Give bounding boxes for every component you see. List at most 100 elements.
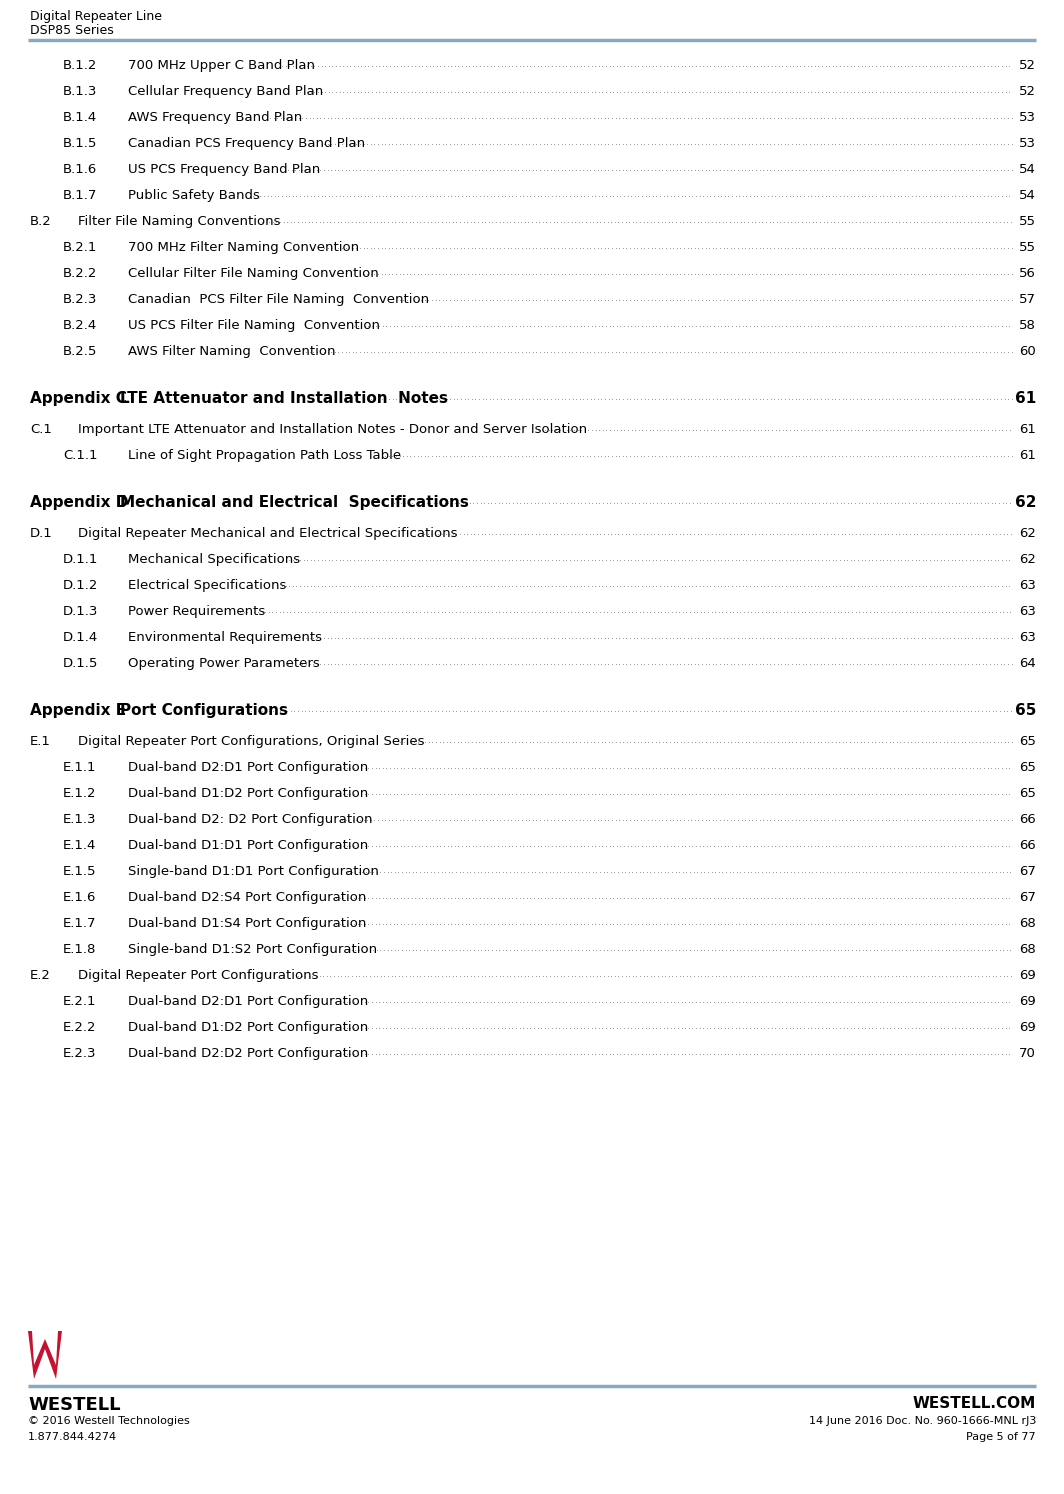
Text: Electrical Specifications: Electrical Specifications <box>128 580 286 593</box>
Text: 1.877.844.4274: 1.877.844.4274 <box>28 1433 117 1442</box>
Text: B.2.4: B.2.4 <box>63 320 97 332</box>
Polygon shape <box>28 1331 62 1379</box>
Text: E.1.5: E.1.5 <box>63 865 97 878</box>
Text: 62: 62 <box>1014 496 1036 511</box>
Text: Single-band D1:S2 Port Configuration: Single-band D1:S2 Port Configuration <box>128 943 377 956</box>
Text: E.1.6: E.1.6 <box>63 892 97 904</box>
Text: Dual-band D1:D2 Port Configuration: Dual-band D1:D2 Port Configuration <box>128 1022 368 1034</box>
Text: Dual-band D2:D1 Port Configuration: Dual-band D2:D1 Port Configuration <box>128 995 368 1008</box>
Text: Page 5 of 77: Page 5 of 77 <box>966 1433 1036 1442</box>
Text: US PCS Frequency Band Plan: US PCS Frequency Band Plan <box>128 163 320 176</box>
Text: 61: 61 <box>1015 391 1036 406</box>
Text: 52: 52 <box>1019 60 1036 72</box>
Text: 53: 53 <box>1019 112 1036 124</box>
Text: B.1.4: B.1.4 <box>63 112 97 124</box>
Text: 70: 70 <box>1019 1047 1036 1061</box>
Text: WESTELL: WESTELL <box>28 1395 120 1413</box>
Text: E.1.3: E.1.3 <box>63 813 97 826</box>
Text: 60: 60 <box>1019 345 1036 359</box>
Text: B.2.5: B.2.5 <box>63 345 98 359</box>
Text: B.2.2: B.2.2 <box>63 267 98 281</box>
Text: Port Configurations: Port Configurations <box>120 704 288 719</box>
Text: Digital Repeater Line: Digital Repeater Line <box>30 10 162 22</box>
Text: D.1.5: D.1.5 <box>63 657 98 671</box>
Text: D.1.1: D.1.1 <box>63 553 98 566</box>
Text: 69: 69 <box>1019 970 1036 983</box>
Text: 62: 62 <box>1019 553 1036 566</box>
Text: 68: 68 <box>1019 943 1036 956</box>
Text: E.1.1: E.1.1 <box>63 762 97 774</box>
Text: 64: 64 <box>1019 657 1036 671</box>
Text: 63: 63 <box>1019 580 1036 593</box>
Text: 57: 57 <box>1019 293 1036 306</box>
Text: E.2.1: E.2.1 <box>63 995 97 1008</box>
Text: E.1.2: E.1.2 <box>63 787 97 801</box>
Text: 65: 65 <box>1019 735 1036 748</box>
Text: B.1.5: B.1.5 <box>63 137 98 151</box>
Text: Dual-band D1:S4 Port Configuration: Dual-band D1:S4 Port Configuration <box>128 917 366 931</box>
Text: Environmental Requirements: Environmental Requirements <box>128 632 322 644</box>
Text: Dual-band D2:D2 Port Configuration: Dual-band D2:D2 Port Configuration <box>128 1047 368 1061</box>
Text: Dual-band D2: D2 Port Configuration: Dual-band D2: D2 Port Configuration <box>128 813 372 826</box>
Text: Canadian PCS Frequency Band Plan: Canadian PCS Frequency Band Plan <box>128 137 365 151</box>
Text: 53: 53 <box>1019 137 1036 151</box>
Text: LTE Attenuator and Installation  Notes: LTE Attenuator and Installation Notes <box>120 391 448 406</box>
Text: B.2.1: B.2.1 <box>63 242 98 254</box>
Text: 65: 65 <box>1019 787 1036 801</box>
Text: Digital Repeater Port Configurations: Digital Repeater Port Configurations <box>78 970 318 983</box>
Text: Appendix E: Appendix E <box>30 704 127 719</box>
Text: 63: 63 <box>1019 632 1036 644</box>
Text: 56: 56 <box>1019 267 1036 281</box>
Text: Operating Power Parameters: Operating Power Parameters <box>128 657 320 671</box>
Text: B.2.3: B.2.3 <box>63 293 98 306</box>
Text: Digital Repeater Port Configurations, Original Series: Digital Repeater Port Configurations, Or… <box>78 735 425 748</box>
Text: 54: 54 <box>1019 163 1036 176</box>
Text: B.1.6: B.1.6 <box>63 163 97 176</box>
Text: Public Safety Bands: Public Safety Bands <box>128 190 260 202</box>
Text: 69: 69 <box>1019 995 1036 1008</box>
Text: D.1.2: D.1.2 <box>63 580 98 593</box>
Text: 58: 58 <box>1019 320 1036 332</box>
Text: DSP85 Series: DSP85 Series <box>30 24 114 37</box>
Text: Single-band D1:D1 Port Configuration: Single-band D1:D1 Port Configuration <box>128 865 379 878</box>
Text: C.1: C.1 <box>30 423 52 436</box>
Text: 69: 69 <box>1019 1022 1036 1034</box>
Text: 63: 63 <box>1019 605 1036 619</box>
Text: US PCS Filter File Naming  Convention: US PCS Filter File Naming Convention <box>128 320 380 332</box>
Text: E.2: E.2 <box>30 970 51 983</box>
Text: D.1.3: D.1.3 <box>63 605 98 619</box>
Text: 65: 65 <box>1019 762 1036 774</box>
Text: C.1.1: C.1.1 <box>63 450 98 462</box>
Text: E.2.3: E.2.3 <box>63 1047 97 1061</box>
Text: 65: 65 <box>1015 704 1036 719</box>
Text: D.1: D.1 <box>30 527 53 541</box>
Text: Dual-band D2:S4 Port Configuration: Dual-band D2:S4 Port Configuration <box>128 892 366 904</box>
Text: Appendix C: Appendix C <box>30 391 127 406</box>
Text: B.1.2: B.1.2 <box>63 60 98 72</box>
Text: 61: 61 <box>1019 423 1036 436</box>
Text: AWS Frequency Band Plan: AWS Frequency Band Plan <box>128 112 302 124</box>
Text: WESTELL.COM: WESTELL.COM <box>913 1395 1036 1410</box>
Text: Dual-band D1:D1 Port Configuration: Dual-band D1:D1 Port Configuration <box>128 840 368 853</box>
Text: 67: 67 <box>1019 892 1036 904</box>
Text: Line of Sight Propagation Path Loss Table: Line of Sight Propagation Path Loss Tabl… <box>128 450 401 462</box>
Text: 61: 61 <box>1019 450 1036 462</box>
Text: © 2016 Westell Technologies: © 2016 Westell Technologies <box>28 1416 189 1425</box>
Text: 66: 66 <box>1019 840 1036 853</box>
Text: B.2: B.2 <box>30 215 52 229</box>
Text: AWS Filter Naming  Convention: AWS Filter Naming Convention <box>128 345 335 359</box>
Text: Cellular Filter File Naming Convention: Cellular Filter File Naming Convention <box>128 267 379 281</box>
Text: B.1.3: B.1.3 <box>63 85 98 99</box>
Text: E.1: E.1 <box>30 735 51 748</box>
Text: Dual-band D1:D2 Port Configuration: Dual-band D1:D2 Port Configuration <box>128 787 368 801</box>
Text: E.2.2: E.2.2 <box>63 1022 97 1034</box>
Text: Canadian  PCS Filter File Naming  Convention: Canadian PCS Filter File Naming Conventi… <box>128 293 429 306</box>
Text: E.1.7: E.1.7 <box>63 917 97 931</box>
Text: Filter File Naming Conventions: Filter File Naming Conventions <box>78 215 281 229</box>
Text: Mechanical Specifications: Mechanical Specifications <box>128 553 300 566</box>
Text: 68: 68 <box>1019 917 1036 931</box>
Text: Important LTE Attenuator and Installation Notes - Donor and Server Isolation: Important LTE Attenuator and Installatio… <box>78 423 587 436</box>
Text: B.1.7: B.1.7 <box>63 190 98 202</box>
Text: D.1.4: D.1.4 <box>63 632 98 644</box>
Text: Power Requirements: Power Requirements <box>128 605 265 619</box>
